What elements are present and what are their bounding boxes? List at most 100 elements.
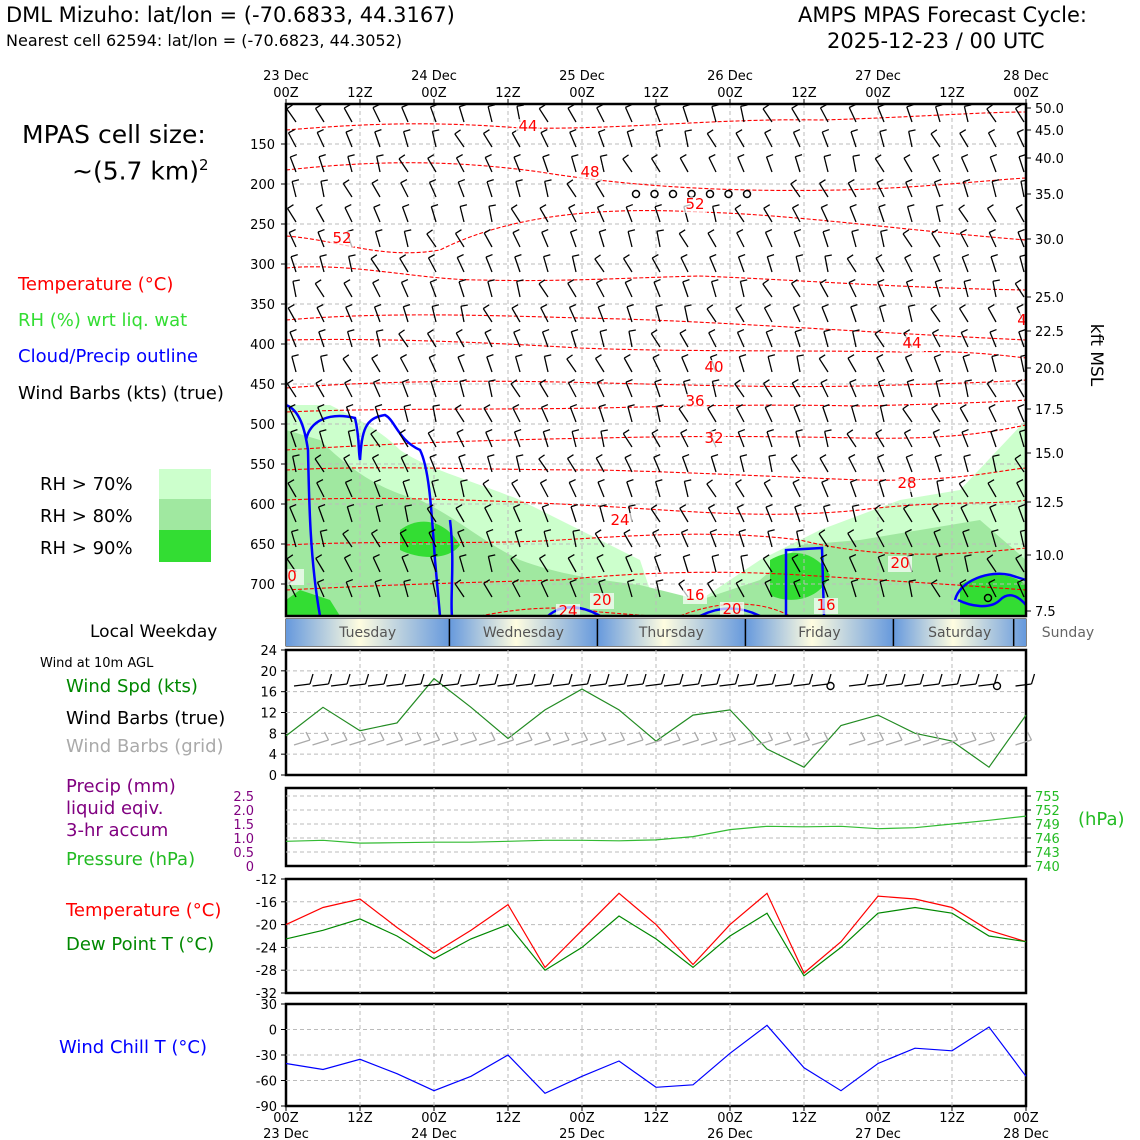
wind-barb-flag [1018, 328, 1026, 333]
wind-barb-staff [541, 506, 549, 523]
altitude-tick-label: 15.0 [1035, 447, 1064, 462]
wind-barb-staff [734, 483, 745, 498]
pressure-tick-label: 350 [250, 298, 275, 313]
wind-barb-grid [737, 739, 755, 746]
wind-barb-flag [738, 253, 746, 258]
wind-barb-staff [317, 506, 325, 523]
wind-barb-grid-flag [342, 731, 348, 741]
wind-barb-staff [427, 157, 437, 173]
wind-barb-flag [345, 128, 353, 133]
wind-barb-true [460, 683, 477, 687]
wind-barb-staff [682, 106, 689, 123]
temperature-contour [286, 533, 1026, 555]
wind-barb-staff [935, 556, 941, 573]
wind-barb-staff [456, 257, 465, 273]
wind-barb-flag [454, 404, 462, 410]
wind-barb-flag [903, 504, 910, 509]
wind-barbs-grid-label: Wind Barbs (grid) [66, 736, 224, 757]
wind-barb-staff [707, 407, 717, 423]
wind-barb-flag [431, 304, 440, 308]
wind-panel-tick-label: 0 [269, 769, 277, 784]
wind-barb-staff [429, 456, 437, 473]
pressure-line [285, 815, 1027, 844]
wind-barb-flag [877, 453, 885, 458]
wind-barb-staff [847, 357, 857, 373]
wind-barb-staff [988, 407, 997, 423]
wind-panel-tick-label: 8 [269, 727, 277, 742]
wind-barb-flag [935, 279, 943, 283]
wind-barb-staff [764, 132, 773, 148]
wind-barb-flag [738, 529, 746, 533]
wind-barb-flag [682, 278, 690, 283]
wind-barb-true-flag [475, 673, 481, 685]
contour-label-bg [683, 197, 707, 213]
altitude-tick-label: 35.0 [1035, 188, 1064, 203]
wind-barb-staff [432, 581, 437, 598]
wind-barb-flag [850, 129, 858, 133]
wind-barb-staff [879, 406, 885, 423]
time-tick-bottom: 00Z [273, 1111, 299, 1126]
wind-barb-flag [404, 229, 412, 233]
wind-barb-flag [961, 153, 969, 158]
temperature-contour [286, 266, 1026, 291]
wind-barb-flag [374, 478, 382, 483]
pressure-tick-label: 746 [1035, 832, 1060, 847]
wind-barb-staff [287, 132, 297, 148]
wind-barb-flag [515, 529, 523, 533]
wind-barb-flag [290, 153, 298, 158]
wind-barb-staff [850, 306, 857, 323]
wind-barb-staff [737, 157, 745, 173]
wind-barb-flag [874, 154, 882, 160]
wind-barb-flag [483, 129, 490, 134]
time-tick-bottom: 00Z [569, 1111, 595, 1126]
wind-barb-staff [819, 107, 829, 123]
wind-barb-staff [961, 431, 969, 448]
wind-barb-flag [623, 254, 630, 259]
wind-barb-flag [906, 453, 914, 458]
wind-barb-flag [852, 504, 860, 508]
wind-barb-staff [792, 307, 801, 323]
wind-barb-staff [316, 132, 325, 148]
wind-barb-flag [459, 204, 468, 208]
wind-barb-flag [708, 504, 715, 509]
wind-barb-flag [291, 354, 299, 358]
wind-barb-staff [569, 231, 577, 248]
wind-barb-flag [487, 454, 495, 458]
wind-barb-staff [513, 156, 521, 173]
wind-barb-staff [963, 456, 969, 473]
wind-barb-grid [460, 739, 477, 746]
wind-barb-staff [763, 207, 773, 223]
wind-barb-flag [878, 203, 886, 208]
wind-barb-staff [875, 532, 885, 548]
contour-label: 44 [902, 334, 921, 352]
wind-barb-flag [598, 404, 606, 408]
wind-barb-flag [315, 554, 323, 559]
wind-barb-grid-flag [416, 731, 422, 741]
wind-barb-staff [400, 282, 409, 298]
wind-barb-staff [820, 382, 829, 398]
wind-barb-staff [428, 182, 437, 198]
wind-barb-staff [538, 108, 549, 123]
wind-barb-flag [371, 529, 378, 534]
wind-barb-staff [398, 433, 409, 448]
altitude-tick-label: 30.0 [1035, 233, 1064, 248]
wind-barb-flag [989, 503, 997, 508]
wind-barb-flag [371, 179, 379, 184]
wind-barb-flag [460, 479, 468, 482]
wind-barb-staff [818, 183, 829, 198]
wind-barb-flag [626, 304, 634, 308]
wind-barb-flag [542, 328, 550, 333]
wind-barb-flag [736, 228, 744, 234]
wind-barb-true-flag [494, 673, 499, 685]
wind-barb-staff [738, 531, 745, 548]
wind-barb-true [941, 683, 958, 687]
wind-barb-staff [372, 382, 381, 398]
wind-barb-staff [933, 531, 941, 548]
wind-barb-staff [345, 581, 353, 598]
time-tick-top: 12Z [939, 86, 965, 101]
wind-barb-staff [1016, 132, 1025, 148]
wind-barb-flag [510, 554, 517, 560]
wind-barb-staff [342, 533, 353, 548]
wind-barb-flag [791, 279, 798, 284]
